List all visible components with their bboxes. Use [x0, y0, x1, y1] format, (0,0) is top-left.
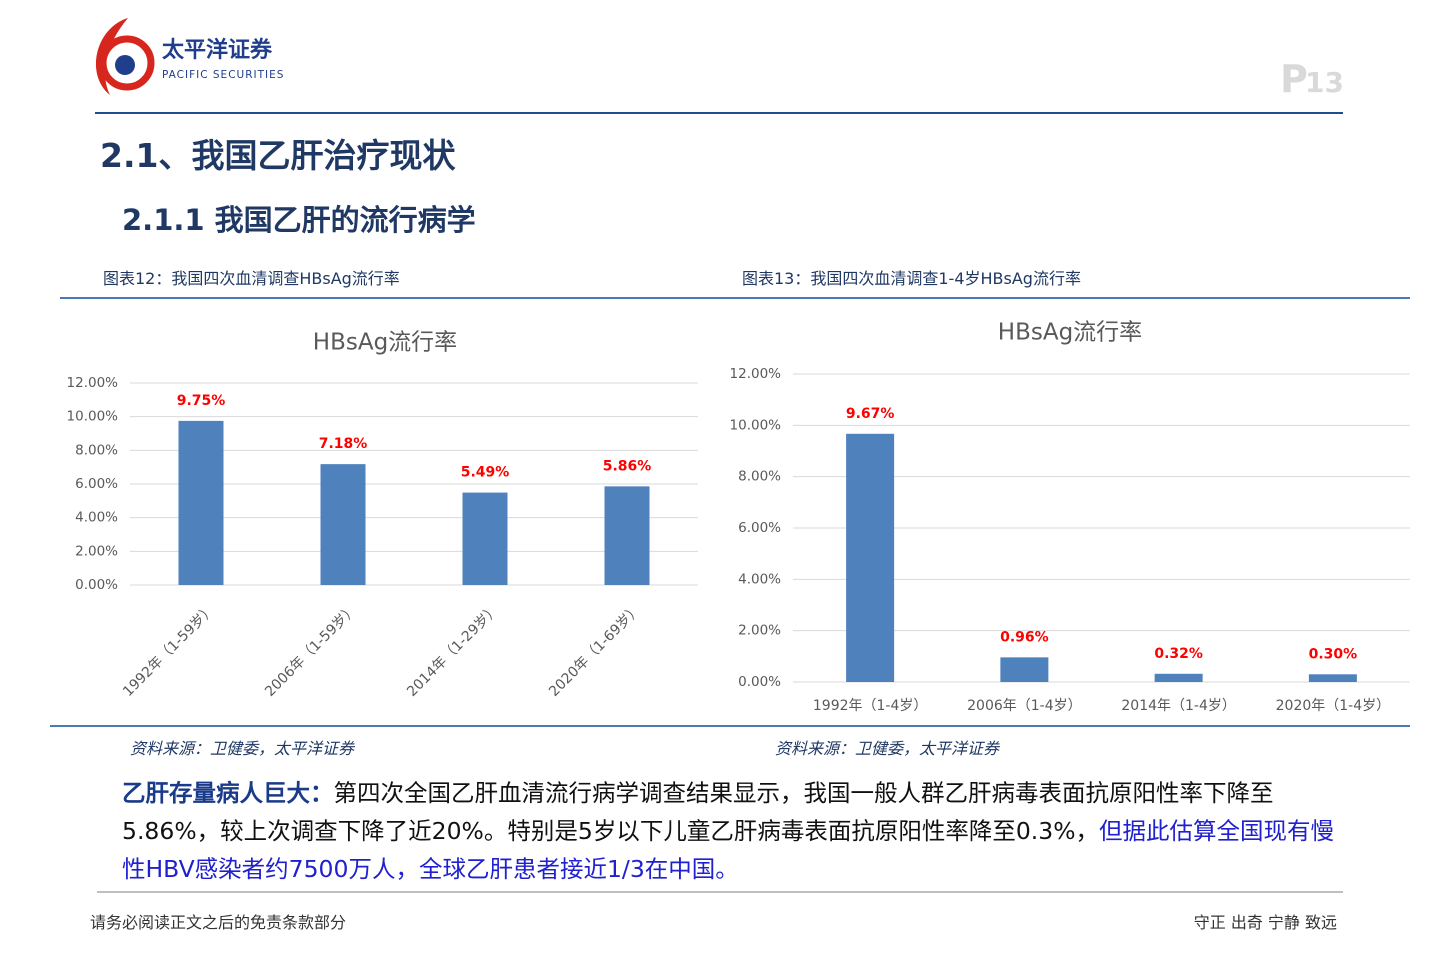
- footer-right: 守正 出奇 宁静 致远: [1194, 913, 1337, 932]
- source-note: 资料来源：卫健委，太平洋证券: [130, 739, 356, 758]
- brand-en: PACIFIC SECURITIES: [162, 69, 284, 81]
- data-label: 7.18%: [319, 436, 368, 452]
- page-prefix: P: [1280, 57, 1308, 101]
- section-title: 2.1、我国乙肝治疗现状: [100, 136, 456, 175]
- brand-cn: 太平洋证券: [162, 37, 273, 63]
- y-tick-label: 0.00%: [738, 674, 781, 690]
- figure-caption: 图表12：我国四次血清调查HBsAg流行率: [103, 269, 400, 288]
- bar: [604, 486, 650, 585]
- y-tick-label: 6.00%: [75, 476, 118, 492]
- footer-left: 请务必阅读正文之后的免责条款部分: [90, 913, 346, 932]
- chart-title: HBsAg流行率: [998, 320, 1142, 346]
- page-number: 13: [1305, 66, 1344, 99]
- bar: [846, 433, 895, 682]
- bar: [1000, 657, 1049, 682]
- chart-title: HBsAg流行率: [313, 330, 457, 356]
- x-tick-label: 2006年（1-59岁）: [262, 601, 361, 700]
- y-tick-label: 4.00%: [738, 571, 781, 587]
- x-tick-label: 1992年（1-4岁）: [813, 698, 928, 714]
- x-tick-label: 2020年（1-4岁）: [1276, 698, 1391, 714]
- body-text: 第四次全国乙肝血清流行病学调查结果显示，我国一般人群乙肝病毒表面抗原阳性率下降至…: [122, 779, 1274, 845]
- y-tick-label: 10.00%: [730, 417, 782, 433]
- data-label: 0.96%: [1000, 629, 1049, 645]
- bar: [1308, 674, 1357, 682]
- data-label: 5.49%: [461, 465, 510, 481]
- y-tick-label: 10.00%: [67, 409, 119, 425]
- y-tick-label: 12.00%: [67, 375, 119, 391]
- data-label: 0.30%: [1309, 646, 1358, 662]
- x-tick-label: 2014年（1-4岁）: [1121, 698, 1236, 714]
- body-paragraph: 乙肝存量病人巨大：第四次全国乙肝血清流行病学调查结果显示，我国一般人群乙肝病毒表…: [122, 774, 1337, 888]
- source-note: 资料来源：卫健委，太平洋证券: [775, 739, 1001, 758]
- bar: [320, 464, 366, 585]
- data-label: 9.67%: [846, 406, 895, 422]
- data-label: 9.75%: [177, 393, 226, 409]
- data-label: 0.32%: [1154, 646, 1203, 662]
- y-tick-label: 0.00%: [75, 577, 118, 593]
- chart: HBsAg流行率 0.00% 2.00% 4.00% 6.00% 8.00% 10.00% 1…: [67, 330, 698, 700]
- y-tick-label: 2.00%: [738, 623, 781, 639]
- logo: 太平洋证券 PACIFIC SECURITIES: [96, 18, 284, 95]
- x-tick-label: 2020年（1-69岁）: [546, 601, 645, 700]
- subsection-title: 2.1.1 我国乙肝的流行病学: [122, 203, 476, 237]
- y-tick-label: 8.00%: [738, 469, 781, 485]
- y-tick-label: 2.00%: [75, 543, 118, 559]
- x-tick-label: 2006年（1-4岁）: [967, 698, 1082, 714]
- body-lead: 乙肝存量病人巨大：: [122, 779, 334, 807]
- chart: HBsAg流行率 0.00% 2.00% 4.00% 6.00% 8.00% 10.00% 1…: [730, 320, 1410, 714]
- x-tick-label: 1992年（1-59岁）: [120, 601, 219, 700]
- logo-ring: [99, 35, 155, 91]
- bar: [462, 492, 508, 585]
- figure-caption: 图表13：我国四次血清调查1-4岁HBsAg流行率: [742, 269, 1081, 288]
- bar: [178, 420, 224, 585]
- y-tick-label: 6.00%: [738, 520, 781, 536]
- logo-core: [115, 55, 135, 75]
- x-tick-label: 2014年（1-29岁）: [404, 601, 503, 700]
- body-highlight: 但据此估算全国现有慢性HBV感染者约7500万人，全球乙肝患者接近1/3在中国。: [122, 817, 1335, 883]
- y-tick-label: 12.00%: [730, 366, 782, 382]
- y-tick-label: 4.00%: [75, 510, 118, 526]
- y-tick-label: 8.00%: [75, 442, 118, 458]
- bar: [1154, 673, 1203, 682]
- data-label: 5.86%: [603, 458, 652, 474]
